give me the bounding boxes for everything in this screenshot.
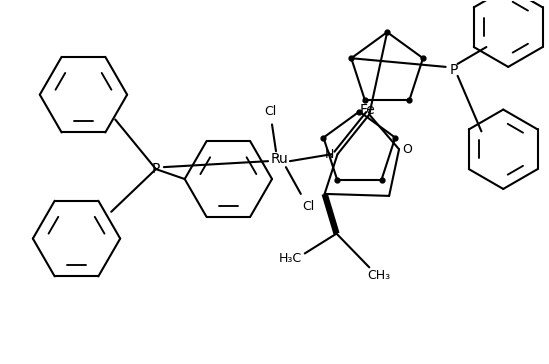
Text: O: O	[402, 143, 412, 156]
Text: N: N	[325, 148, 334, 161]
Text: P: P	[152, 162, 160, 176]
Text: H₃C: H₃C	[278, 252, 301, 265]
Text: Cl: Cl	[264, 105, 276, 118]
Text: Cl: Cl	[302, 200, 315, 213]
Text: P: P	[450, 63, 458, 77]
Text: CH₃: CH₃	[368, 269, 391, 282]
Text: Fe: Fe	[360, 103, 375, 116]
Text: Ru: Ru	[271, 152, 289, 166]
